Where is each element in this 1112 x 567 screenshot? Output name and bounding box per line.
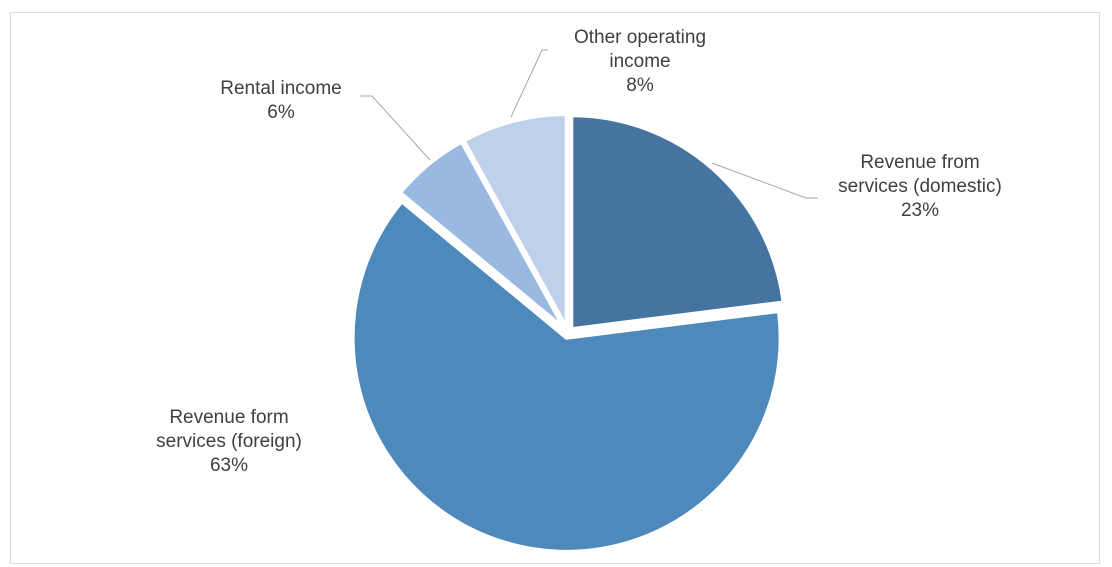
chart-area: [10, 12, 1100, 564]
data-label-percent: 8%: [626, 75, 654, 96]
data-label-category: services (domestic): [838, 176, 1002, 197]
data-label-category: Rental income: [220, 78, 341, 99]
slice-other-operating-income: [460, 112, 569, 330]
slice-rental-income: [397, 138, 567, 331]
data-label-percent: 23%: [901, 200, 939, 221]
slice-revenue-domestic: [569, 113, 786, 332]
data-label-percent: 63%: [210, 455, 248, 476]
data-label-category: Other operating: [574, 27, 706, 48]
leader-line: [360, 95, 431, 161]
slice-revenue-foreign: [350, 198, 783, 554]
leader-line: [510, 49, 548, 118]
data-label-category: Revenue from: [860, 152, 979, 173]
data-label: Other operating income 8%: [574, 27, 706, 96]
data-label: Rental income 6%: [220, 78, 341, 123]
data-label-percent: 6%: [267, 102, 295, 123]
data-label-category: Revenue form: [169, 407, 288, 428]
data-label: Revenue form services (foreign) 63%: [156, 407, 302, 476]
data-label-category: income: [609, 51, 670, 72]
data-label: Revenue from services (domestic) 23%: [838, 152, 1002, 221]
leader-line: [711, 162, 818, 199]
data-label-category: services (foreign): [156, 431, 302, 452]
